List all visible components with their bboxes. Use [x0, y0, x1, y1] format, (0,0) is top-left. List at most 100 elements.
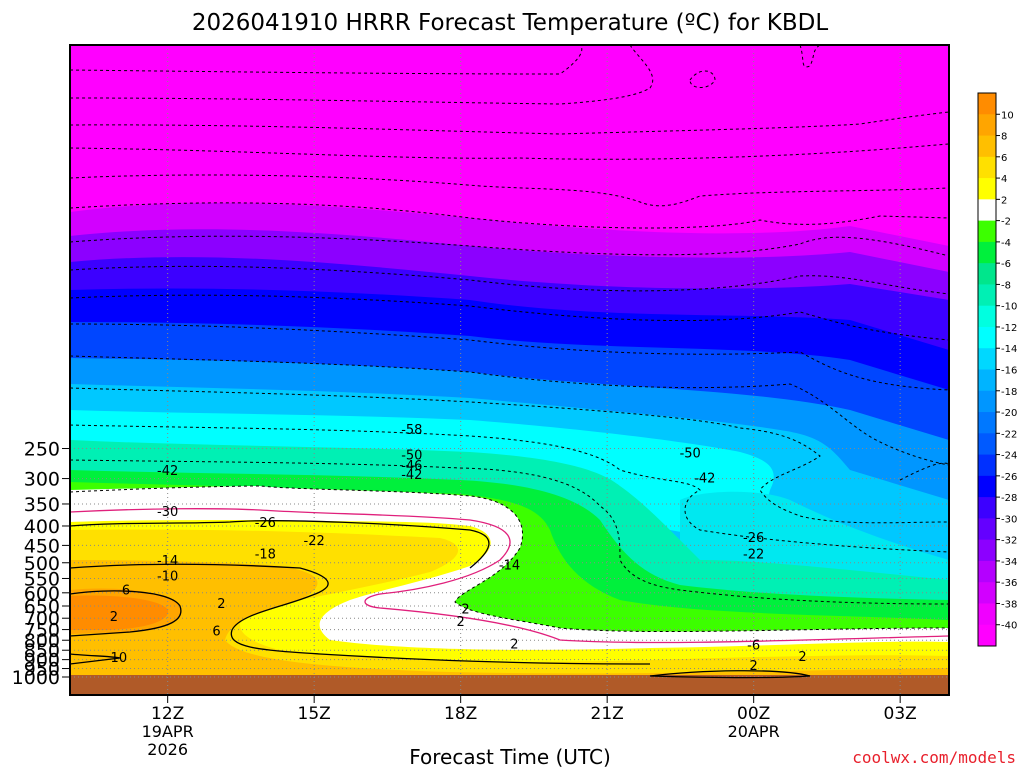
y-tick-label: 650	[24, 596, 60, 618]
colorbar-label: 6	[1001, 153, 1007, 164]
isotherm-label: -50	[680, 446, 701, 461]
colorbar-label: -2	[1001, 217, 1011, 228]
x-tick-label: 21Z	[591, 704, 624, 724]
isotherm-label: 2	[217, 597, 225, 612]
colorbar-swatch	[978, 560, 996, 583]
colorbar-swatch	[978, 178, 996, 200]
colorbar-swatch	[978, 220, 996, 243]
colorbar-swatch	[978, 369, 996, 392]
isotherm-label: 2	[457, 615, 465, 630]
isotherm-label: -22	[304, 534, 325, 549]
colorbar-swatch	[978, 263, 996, 285]
colorbar-swatch	[978, 284, 996, 307]
x-tick-label: 03Z	[884, 704, 917, 724]
colorbar-label: 8	[1001, 132, 1007, 143]
isotherm-label: -18	[255, 547, 276, 562]
colorbar-swatch	[978, 390, 996, 413]
y-tick-label: 850	[24, 640, 60, 662]
colorbar-label: 10	[1001, 110, 1014, 121]
colorbar-swatch	[978, 454, 996, 477]
colorbar-swatch	[978, 433, 996, 456]
colorbar-swatch	[978, 497, 996, 519]
colorbar-label: -6	[1001, 259, 1011, 270]
x-tick-sublabel: 19APR	[142, 722, 194, 741]
x-axis-label: Forecast Time (UTC)	[409, 745, 611, 768]
colorbar-label: -30	[1001, 514, 1017, 525]
isotherm-label: -26	[255, 516, 276, 531]
colorbar-swatch	[978, 114, 996, 137]
colorbar-swatch	[978, 603, 996, 626]
colorbar-label: 4	[1001, 174, 1007, 185]
freezing-contour	[70, 508, 949, 644]
isotherm-label: -30	[157, 505, 178, 520]
colorbar-label: -32	[1001, 536, 1017, 547]
colorbar-label: -28	[1001, 493, 1017, 504]
credit-text: coolwx.com/models	[852, 748, 1016, 767]
plot-frame	[69, 44, 950, 696]
y-tick-label: 250	[24, 439, 60, 461]
isotherm-label: 2	[750, 659, 758, 674]
isotherm-dashed	[70, 45, 949, 633]
isotherm-label: 6	[212, 625, 220, 640]
isotherm-label: -14	[499, 558, 520, 573]
isotherm-label: -42	[694, 471, 715, 486]
x-tick-label: 18Z	[444, 704, 477, 724]
isotherm-labels: -58-50 -50-46-42-42 -42-30-26-26-22-22-18-…	[110, 423, 807, 674]
isotherm-label: -6	[747, 638, 760, 653]
y-tick-label: 950	[24, 659, 60, 681]
colorbar-swatch	[978, 241, 996, 264]
y-tick-label: 450	[24, 535, 60, 557]
colorbar-label: -36	[1001, 578, 1017, 589]
colorbar-label: -4	[1001, 238, 1011, 249]
y-tick-label: 900	[24, 650, 60, 672]
isotherm-label: -10	[157, 569, 178, 584]
y-tick-label: 800	[24, 630, 60, 652]
y-tick-label: 500	[24, 553, 60, 575]
colorbar-label: -24	[1001, 451, 1017, 462]
isotherm-label: -14	[157, 554, 178, 569]
y-tick-label: 300	[24, 469, 60, 491]
colorbar-swatch	[978, 135, 996, 158]
x-tick-sublabel: 20APR	[728, 722, 780, 741]
colorbar-label: -40	[1001, 621, 1017, 632]
colorbar-swatch	[978, 475, 996, 498]
isotherm-label: -42	[157, 464, 178, 479]
colorbar-label: -38	[1001, 599, 1017, 610]
isotherm-label: -58	[401, 423, 422, 438]
colorbar-label: -20	[1001, 408, 1017, 419]
isotherm-label: 2	[798, 650, 806, 665]
y-tick-label: 350	[24, 494, 60, 516]
colorbar-swatch	[978, 348, 996, 370]
x-tick-sublabel: 2026	[147, 740, 188, 759]
colorbar-label: 2	[1001, 195, 1007, 206]
isotherm-label: -6	[117, 583, 130, 598]
y-axis: 250 300 3504004505005506006507007508008509…	[12, 439, 70, 689]
isotherm-label: -50	[401, 448, 422, 463]
y-tick-label: 750	[24, 620, 60, 642]
colorbar-swatch	[978, 412, 996, 434]
colorbar-swatch	[978, 326, 996, 349]
band-dark-orange	[70, 595, 169, 630]
colorbar-label: -16	[1001, 366, 1017, 377]
isotherm-label: -26	[743, 531, 764, 546]
ground-band	[70, 675, 949, 695]
colorbar-swatch	[978, 582, 996, 604]
chart-title: 2026041910 HRRR Forecast Temperature (ºC…	[192, 10, 828, 36]
isotherm-label: 10	[111, 651, 128, 666]
isotherm-label: -42	[401, 468, 422, 483]
colorbar-swatch	[978, 539, 996, 562]
colorbar-label: -34	[1001, 557, 1017, 568]
band-amber	[70, 560, 949, 695]
plot-area: -58-50 -50-46-42-42 -42-30-26-26-22-22-18-…	[70, 45, 949, 695]
x-tick-label: 12Z	[151, 704, 184, 724]
colorbar-swatch	[978, 156, 996, 179]
colorbar-label: -14	[1001, 344, 1017, 355]
y-tick-label: 700	[24, 608, 60, 630]
isotherm-label: -22	[743, 547, 764, 562]
colorbar-frame	[977, 92, 997, 647]
y-tick-label: 600	[24, 583, 60, 605]
y-tick-label: 400	[24, 516, 60, 538]
isotherm-solid	[70, 520, 811, 679]
